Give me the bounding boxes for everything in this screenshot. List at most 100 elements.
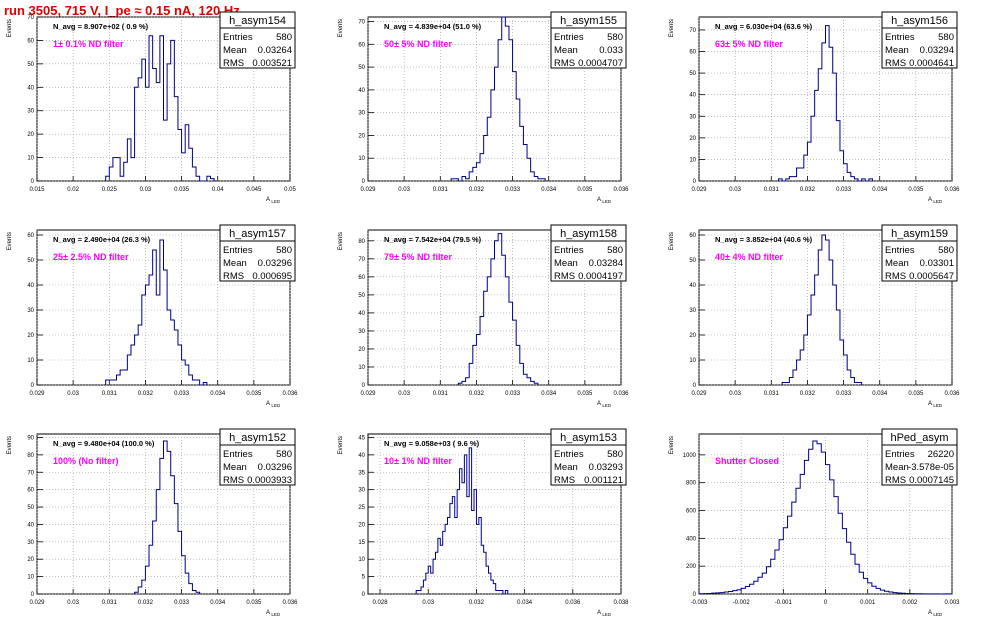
histogram-line [134,440,201,594]
histogram-panel-h_asym159: 0.029 0.03 0.031 0.032 0.033 0.034 0.035 0.036 0… [669,224,960,408]
y-tick-label: 20 [689,333,696,339]
y-tick-label: 80 [27,453,34,459]
x-tick-label: 0.029 [691,187,707,193]
x-tick-label: 0.033 [836,187,852,193]
stats-value: -3.578e-05 [908,462,954,473]
x-tick-label: 0 [824,600,828,606]
histogram-line [778,25,873,182]
y-tick-label: 40 [689,283,696,289]
x-tick-label: 0.035 [908,187,924,193]
stats-value: 26220 [928,449,954,460]
stats-value: 0.0005647 [909,271,954,282]
y-tick-label: 0 [31,179,35,185]
y-tick-label: 20 [358,133,365,139]
stats-value: 0.03294 [920,45,954,56]
x-tick-label: 0.031 [102,600,118,606]
y-axis-label: Events [7,19,13,37]
y-axis-label: Events [7,232,13,250]
x-tick-label: 0.04 [212,187,224,193]
stats-value: 0.0003933 [247,475,292,486]
y-tick-label: 60 [27,38,34,44]
navg-annotation: N_avg = 9.058e+03 ( 9.6 %) [384,439,480,448]
y-tick-label: 0 [362,179,366,185]
x-tick-label: 0.032 [800,391,816,397]
stats-box [219,224,296,282]
filter-label: 40± 4% ND filter [715,252,783,262]
filter-label: 63± 5% ND filter [715,39,783,49]
stats-label: RMS [223,475,244,486]
x-axis-subscript: LED [933,403,943,408]
histogram-line [105,239,208,386]
y-tick-label: 50 [27,62,34,68]
x-tick-label: 0.03 [729,187,741,193]
stats-title: h_asym153 [560,432,617,444]
filter-label: Shutter Closed [715,456,779,466]
stats-value: 580 [276,32,292,43]
stats-label: RMS [885,58,906,69]
x-tick-label: 0.03 [422,600,434,606]
stats-label: Mean [554,258,578,269]
y-tick-label: 40 [27,522,34,528]
y-tick-label: 20 [358,522,365,528]
stats-title: hPed_asym [890,432,948,444]
histogram-panel-h_asym156: 0.029 0.03 0.031 0.032 0.033 0.034 0.035 0.036 0… [669,11,960,204]
stats-label: Entries [223,449,253,460]
histogram-line [698,440,953,595]
x-tick-label: 0.03 [140,187,152,193]
stats-box [881,224,958,282]
y-axis-label: Events [338,232,344,250]
x-tick-label: 0.033 [505,391,521,397]
x-tick-label: 0.033 [174,600,190,606]
y-tick-label: 20 [27,132,34,138]
x-tick-label: 0.001 [860,600,876,606]
stats-box [219,11,296,69]
stats-label: Entries [885,245,915,256]
x-axis-label: A LED [266,610,281,617]
stats-label: Entries [223,32,253,43]
filter-label: 10± 1% ND filter [384,456,452,466]
stats-title: h_asym152 [229,432,286,444]
stats-value: 0.03296 [258,258,292,269]
y-axis-label: Events [7,436,13,454]
navg-annotation: N_avg = 7.542e+04 (79.5 %) [384,235,482,244]
y-tick-label: 50 [689,258,696,264]
y-tick-label: 40 [358,88,365,94]
stats-value: 0.03284 [589,258,623,269]
stats-value: 0.0007145 [909,475,954,486]
x-tick-label: 0.03 [398,391,410,397]
x-tick-label: 0.033 [836,391,852,397]
stats-value: 0.000695 [252,271,292,282]
y-axis-label: Events [338,436,344,454]
x-axis-subscript: LED [933,199,943,204]
y-tick-label: 60 [27,233,34,239]
y-tick-label: 20 [689,136,696,142]
y-tick-label: 0 [693,592,697,598]
x-axis-label: A LED [266,197,281,204]
x-tick-label: 0.036 [282,600,298,606]
x-tick-label: 0.03 [729,391,741,397]
y-tick-label: 400 [686,536,697,542]
y-tick-label: 70 [358,257,365,263]
x-tick-label: 0.032 [469,600,485,606]
y-tick-label: 10 [358,557,365,563]
y-tick-label: 60 [358,275,365,281]
stats-title: h_asym154 [229,15,286,27]
navg-annotation: N_avg = 9.480e+04 (100.0 %) [53,439,155,448]
y-tick-label: 0 [362,592,366,598]
x-tick-label: 0.035 [908,391,924,397]
y-tick-label: 70 [27,15,34,21]
stats-value: 580 [607,32,623,43]
stats-label: RMS [223,58,244,69]
y-tick-label: 10 [689,358,696,364]
x-tick-label: 0.036 [613,187,629,193]
y-tick-label: 50 [27,258,34,264]
stats-box [550,224,627,282]
x-tick-label: 0.03 [398,187,410,193]
x-tick-label: -0.003 [690,600,708,606]
x-tick-label: 0.031 [764,391,780,397]
x-axis-subscript: LED [271,199,281,204]
stats-value: 0.001121 [584,475,623,486]
x-axis-label: A LED [597,197,612,204]
stats-label: Mean [885,258,909,269]
